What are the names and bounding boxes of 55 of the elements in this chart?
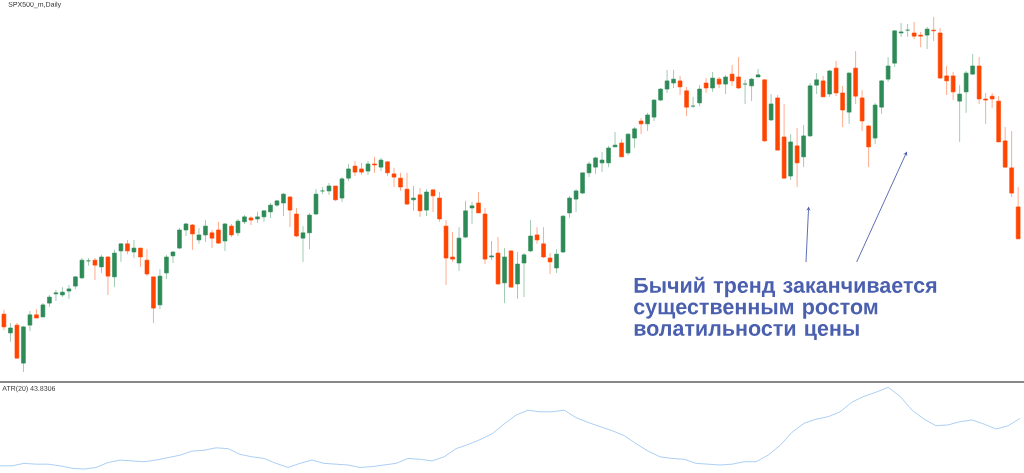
candlestick	[118, 242, 124, 263]
candlestick	[469, 201, 475, 225]
candlestick	[92, 257, 98, 281]
candlestick	[742, 79, 748, 105]
candlestick	[190, 223, 195, 251]
candlestick	[820, 75, 826, 98]
candlestick	[222, 222, 228, 252]
candlestick	[755, 68, 761, 78]
candlestick	[866, 124, 871, 168]
candlestick	[697, 84, 702, 107]
candlestick	[749, 77, 754, 102]
candlestick	[677, 75, 683, 96]
candlestick	[950, 71, 956, 101]
candlestick	[989, 92, 995, 109]
candlestick	[957, 84, 962, 143]
candlestick	[554, 248, 559, 274]
candlestick	[287, 195, 293, 228]
candlestick	[768, 93, 774, 122]
candlestick	[424, 188, 429, 217]
candlestick	[99, 254, 104, 274]
candlestick	[27, 310, 33, 332]
candlestick	[885, 56, 891, 83]
candlestick	[391, 167, 397, 188]
candlestick	[684, 86, 689, 117]
candlestick	[723, 74, 728, 95]
annotation: Бычий тренд заканчивается существенным ростом волатильности цены	[634, 276, 937, 340]
candlestick	[248, 215, 254, 226]
candlestick	[294, 207, 299, 238]
candlestick	[8, 322, 13, 343]
candlestick	[144, 248, 150, 277]
candlestick	[638, 117, 644, 135]
candlestick	[528, 219, 533, 253]
candlestick	[710, 71, 715, 93]
candlestick	[398, 172, 403, 192]
candlestick	[411, 185, 416, 212]
candlestick	[404, 172, 410, 206]
candlestick	[898, 22, 904, 38]
candlestick	[1, 309, 7, 331]
candlestick	[105, 255, 111, 296]
candlestick	[859, 89, 865, 132]
candlestick	[801, 124, 806, 168]
candlestick	[794, 127, 800, 188]
candlestick	[534, 226, 540, 245]
candlestick	[430, 188, 436, 213]
candlestick	[827, 69, 832, 98]
candlestick	[931, 16, 936, 42]
candlestick	[417, 187, 423, 218]
candlestick	[690, 96, 696, 109]
candlestick	[703, 77, 709, 94]
candlestick	[924, 26, 930, 50]
candlestick	[437, 191, 442, 223]
candlestick	[112, 249, 117, 288]
candlestick	[131, 239, 137, 259]
candlestick	[138, 247, 143, 268]
candlestick	[489, 240, 494, 261]
